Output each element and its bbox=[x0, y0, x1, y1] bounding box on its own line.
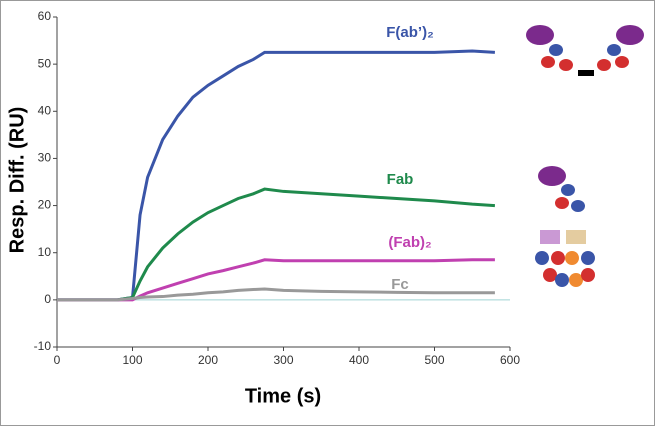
y-axis-label: Resp. Diff. (RU) bbox=[6, 107, 28, 254]
y-tick-label: 40 bbox=[38, 103, 52, 117]
x-tick-label: 100 bbox=[122, 353, 142, 367]
series-label: F(ab’)₂ bbox=[386, 24, 434, 41]
x-tick-label: 0 bbox=[54, 353, 61, 367]
x-tick-label: 300 bbox=[273, 353, 293, 367]
y-tick-label: 0 bbox=[44, 292, 51, 306]
antibody-icons bbox=[526, 25, 644, 287]
x-tick-label: 200 bbox=[198, 353, 218, 367]
series-label: Fab bbox=[387, 171, 414, 188]
y-tick-label: -10 bbox=[34, 339, 52, 353]
y-tick-label: 60 bbox=[38, 9, 52, 23]
x-tick-label: 600 bbox=[500, 353, 520, 367]
x-tick-label: 500 bbox=[424, 353, 444, 367]
series-label: (Fab)₂ bbox=[388, 234, 431, 251]
y-tick-label: 10 bbox=[38, 245, 52, 259]
series-line bbox=[57, 287, 495, 302]
series-label: Fc bbox=[391, 276, 409, 293]
y-tick-label: 50 bbox=[38, 56, 52, 70]
x-axis-label: Time (s) bbox=[245, 385, 321, 407]
x-tick-label: 400 bbox=[349, 353, 369, 367]
y-tick-label: 20 bbox=[38, 198, 52, 212]
y-tick-label: 30 bbox=[38, 151, 52, 165]
